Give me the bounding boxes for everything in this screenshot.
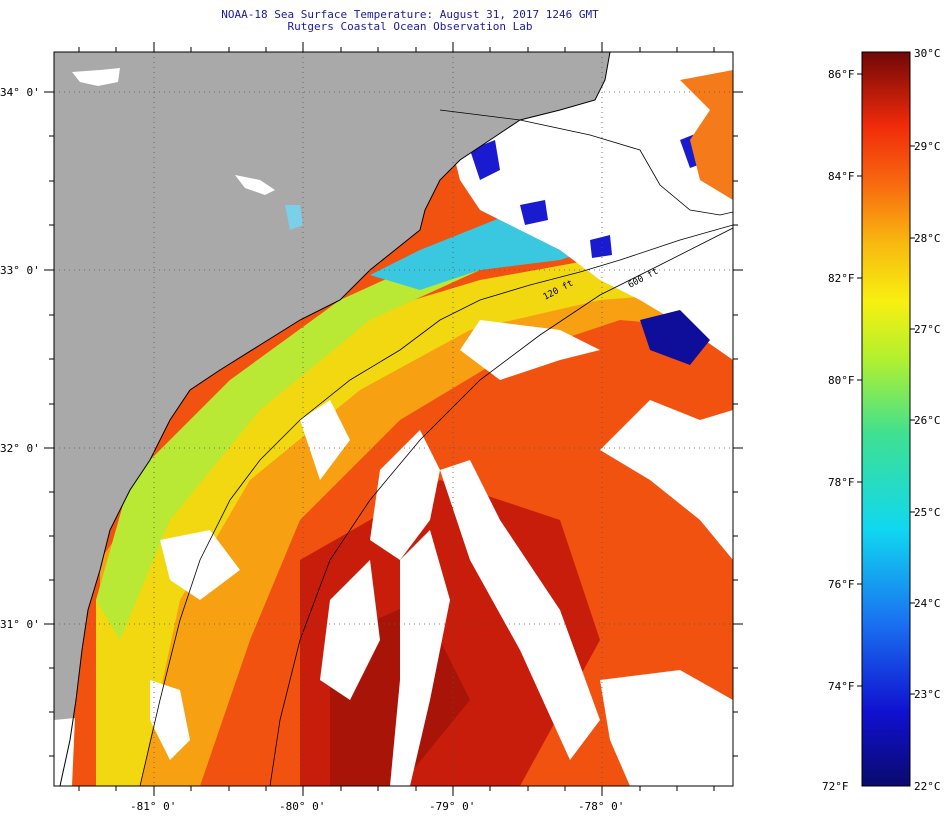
cold-pixels-3 [640, 310, 710, 365]
lat-label-32: 32° 0' [0, 442, 40, 455]
cloud-patch-6 [160, 530, 240, 600]
cloud-streak-2 [390, 530, 450, 786]
land-cloud-3 [54, 718, 75, 786]
isobath-inner-1 [439, 109, 733, 216]
sst-map [54, 52, 733, 786]
inland-lake [285, 205, 303, 230]
coastline [59, 52, 611, 786]
colorbar-label-c-30: 30°C [914, 47, 941, 60]
colorbar [861, 51, 911, 787]
colorbar-label-f-74: 74°F [828, 680, 855, 693]
lon-label-78: -78° 0' [578, 800, 625, 813]
isobath-120ft [139, 224, 733, 786]
warm-ne-patch [680, 70, 733, 200]
colorbar-label-f-78: 78°F [828, 476, 855, 489]
colorbar-label-f-72: 72°F [822, 780, 849, 793]
colorbar-label-f-82: 82°F [828, 272, 855, 285]
colorbar-label-c-25: 25°C [914, 506, 941, 519]
lon-label-80: -80° 0' [279, 800, 326, 813]
cloud-streak-1 [440, 460, 600, 760]
colorbar-ticks [857, 73, 915, 695]
lat-label-33: 33° 0' [0, 264, 40, 277]
cold-pixels-2 [520, 200, 548, 225]
map-subtitle: Rutgers Coastal Ocean Observation Lab [287, 20, 533, 33]
colorbar-label-c-22: 22°C [914, 780, 941, 793]
lat-label-31: 31° 0' [0, 618, 40, 631]
land-cloud-1 [72, 68, 120, 86]
axis-ticks [44, 42, 743, 796]
colorbar-label-f-86: 86°F [828, 68, 855, 81]
colorbar-label-f-84: 84°F [828, 170, 855, 183]
cloud-patch-3 [600, 400, 733, 560]
cold-pixels-1 [470, 140, 500, 180]
cloud-patch-1 [460, 320, 600, 380]
colorbar-label-c-23: 23°C [914, 688, 941, 701]
cloud-patch-8 [300, 400, 350, 480]
land-mass [54, 52, 610, 786]
colorbar-label-c-29: 29°C [914, 140, 941, 153]
graticule [54, 52, 733, 786]
lon-label-79: -79° 0' [429, 800, 476, 813]
land-cloud-2 [235, 175, 275, 195]
cold-pixels-5 [590, 235, 612, 258]
map-frame [53, 51, 734, 787]
colorbar-label-c-28: 28°C [914, 232, 941, 245]
map-title: NOAA-18 Sea Surface Temperature: August … [221, 8, 599, 21]
isobath-600ft [269, 227, 733, 786]
colorbar-label-f-76: 76°F [828, 578, 855, 591]
colorbar-label-c-27: 27°C [914, 323, 941, 336]
lon-label-81: -81° 0' [130, 800, 177, 813]
colorbar-label-f-80: 80°F [828, 374, 855, 387]
colorbar-label-c-24: 24°C [914, 597, 941, 610]
lat-label-34: 34° 0' [0, 86, 40, 99]
cloud-patch-4 [320, 560, 380, 700]
cloud-patch-5 [600, 670, 733, 786]
cloud-patch-2 [370, 430, 440, 560]
colorbar-label-c-26: 26°C [914, 414, 941, 427]
